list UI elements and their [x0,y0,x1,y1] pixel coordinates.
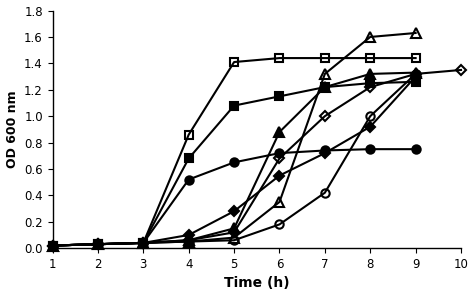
open triangle [50,244,55,247]
open square [95,242,101,246]
Line: filled triangle: filled triangle [48,68,420,250]
filled circle [140,241,146,245]
Line: open circle: open circle [48,70,420,250]
Line: open triangle: open triangle [48,28,420,250]
filled circle [367,147,373,151]
open circle [367,114,373,118]
open square [367,56,373,60]
filled square [367,81,373,85]
open circle [413,72,419,76]
open diamond [186,239,191,242]
filled triangle [140,241,146,245]
open triangle [277,200,283,204]
open triangle [231,236,237,239]
filled triangle [413,71,419,74]
filled circle [95,242,101,246]
filled triangle [277,130,283,134]
open square [413,56,419,60]
filled circle [231,161,237,164]
open triangle [322,72,328,76]
filled diamond [367,125,373,128]
open square [50,244,55,247]
filled square [186,157,191,160]
filled circle [186,178,191,181]
filled triangle [322,85,328,89]
Line: filled circle: filled circle [48,145,420,250]
open diamond [231,231,237,234]
open diamond [322,114,328,118]
Y-axis label: OD 600 nm: OD 600 nm [6,91,18,168]
Line: filled square: filled square [48,78,420,250]
open square [186,133,191,136]
open square [322,56,328,60]
open diamond [367,85,373,89]
filled square [140,241,146,245]
filled triangle [186,239,191,242]
open square [140,241,146,245]
filled triangle [231,227,237,230]
filled diamond [140,241,146,245]
filled square [277,95,283,98]
open triangle [95,242,101,246]
filled diamond [95,242,101,246]
Line: filled diamond: filled diamond [49,73,419,249]
filled triangle [50,244,55,247]
filled diamond [277,174,283,177]
open triangle [413,31,419,35]
filled circle [277,151,283,155]
open diamond [277,157,283,160]
open diamond [140,241,146,245]
filled diamond [50,244,55,247]
open circle [50,244,55,247]
filled square [413,80,419,83]
X-axis label: Time (h): Time (h) [224,276,290,290]
filled diamond [231,210,237,213]
open diamond [95,242,101,246]
open circle [95,242,101,246]
open diamond [50,244,55,247]
filled diamond [413,75,419,78]
open circle [186,240,191,243]
filled diamond [186,233,191,237]
filled square [322,85,328,89]
filled circle [322,149,328,152]
open circle [231,239,237,242]
filled circle [50,244,55,247]
open triangle [367,35,373,39]
Line: open square: open square [48,54,420,250]
filled circle [413,147,419,151]
filled square [50,244,55,247]
filled triangle [367,72,373,76]
open circle [322,191,328,194]
open square [277,56,283,60]
open circle [140,241,146,245]
open diamond [413,72,419,76]
open square [231,60,237,64]
filled square [95,242,101,246]
Line: open diamond: open diamond [49,67,465,249]
open triangle [140,241,146,245]
open triangle [186,240,191,243]
open diamond [458,68,464,72]
filled diamond [322,151,328,155]
filled triangle [95,242,101,246]
filled square [231,104,237,107]
open circle [277,223,283,226]
